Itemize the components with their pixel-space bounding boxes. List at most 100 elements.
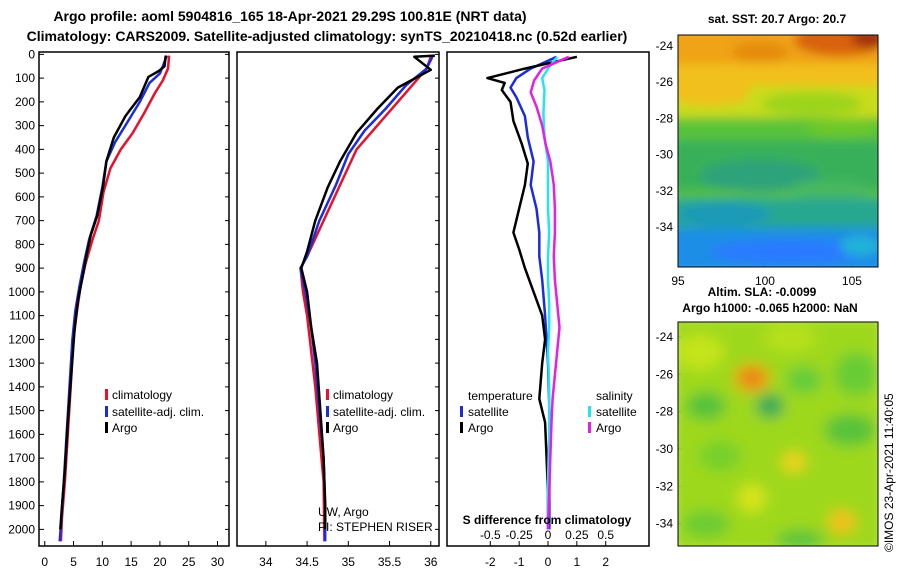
difference-series-group xyxy=(486,55,578,530)
legend-swatch-argo xyxy=(326,422,329,433)
x-tick-label: 30 xyxy=(211,555,225,569)
sla-map-title-1: Altim. SLA: -0.0099 xyxy=(708,285,817,299)
sla-map-image xyxy=(678,322,878,546)
legend-label-temp-satellite: satellite xyxy=(468,405,509,419)
map-y-tick-label: -28 xyxy=(656,111,674,125)
map-x-tick-label: 100 xyxy=(755,274,775,288)
legend-swatch-satellite xyxy=(326,406,329,417)
series-argo xyxy=(300,54,435,530)
legend-swatch-satellite xyxy=(105,406,108,417)
imos-watermark: ©IMOS 23-Apr-2021 11:40:05 xyxy=(882,393,896,552)
legend-label-satellite: satellite-adj. clim. xyxy=(112,405,204,419)
x-tick-label: 36 xyxy=(424,555,438,569)
x-tick-label: 10 xyxy=(96,555,110,569)
sla-map-frame xyxy=(677,321,879,547)
y-tick-label: 1800 xyxy=(8,475,35,489)
map-y-tick-label: -30 xyxy=(656,442,674,456)
x-tick-label: 35.5 xyxy=(378,555,402,569)
map-y-tick-label: -26 xyxy=(656,75,674,89)
legend-label-sal-argo: Argo xyxy=(596,421,622,435)
legend-heading-salinity: salinity xyxy=(596,389,633,403)
y-tick-label: 700 xyxy=(15,214,35,228)
map-y-tick-label: -26 xyxy=(656,367,674,381)
y-tick-label: 2000 xyxy=(8,522,35,536)
sst-map-frame xyxy=(677,34,879,268)
legend-swatch-climatology xyxy=(326,389,329,400)
x-tick-label-salinity: 0 xyxy=(545,528,552,542)
map-x-tick-label: 105 xyxy=(842,274,862,288)
legend-heading-temperature: temperature xyxy=(468,389,533,403)
map-y-tick-label: -34 xyxy=(656,220,674,234)
map-y-tick-label: -24 xyxy=(656,330,674,344)
temperature-legend: climatology satellite-adj. clim. Argo xyxy=(105,388,204,435)
legend-label-sal-satellite: satellite xyxy=(596,405,637,419)
y-tick-label: 1900 xyxy=(8,499,35,513)
sla-map-title-2: Argo h1000: -0.065 h2000: NaN xyxy=(682,301,857,315)
y-tick-label: 100 xyxy=(15,71,35,85)
y-tick-label: 300 xyxy=(15,119,35,133)
y-tick-label: 1000 xyxy=(8,285,35,299)
x-tick-label: 5 xyxy=(70,555,77,569)
x-tick-label: 35 xyxy=(342,555,356,569)
x-tick-label: 34.5 xyxy=(295,555,319,569)
map-y-tick-label: -24 xyxy=(656,39,674,53)
x-tick-label: 25 xyxy=(182,555,196,569)
x-tick-label: 0 xyxy=(545,555,552,569)
x-tick-label: -1 xyxy=(514,555,525,569)
temperature-series-group xyxy=(58,55,171,542)
legend-label-argo: Argo xyxy=(112,421,138,435)
series-salinity-argo xyxy=(529,55,570,530)
y-tick-label: 400 xyxy=(15,142,35,156)
y-tick-label: 1200 xyxy=(8,332,35,346)
map-y-tick-label: -32 xyxy=(656,184,674,198)
y-tick-label: 1400 xyxy=(8,380,35,394)
x-tick-label-salinity: 0.5 xyxy=(597,528,614,542)
x-tick-label: -2 xyxy=(485,555,496,569)
temperature-panel-frame xyxy=(38,51,230,547)
legend-label-temp-argo: Argo xyxy=(468,421,494,435)
map-y-tick-label: -28 xyxy=(656,405,674,419)
x-tick-label-salinity: 0.25 xyxy=(565,528,589,542)
legend-label-satellite: satellite-adj. clim. xyxy=(333,405,425,419)
x-tick-label: 34 xyxy=(259,555,273,569)
legend-swatch-climatology xyxy=(105,389,108,400)
legend-swatch-sal-argo xyxy=(588,422,591,433)
y-tick-label: 1100 xyxy=(9,309,35,323)
legend-swatch-argo xyxy=(105,422,108,433)
legend-label-climatology: climatology xyxy=(112,388,172,402)
y-tick-label: 1500 xyxy=(8,404,35,418)
y-tick-label: 1700 xyxy=(8,451,35,465)
legend-swatch-temp-argo xyxy=(460,422,463,433)
salinity-series-group xyxy=(299,54,435,542)
x-tick-label-salinity: -0.25 xyxy=(505,528,533,542)
figure-title-2: Climatology: CARS2009. Satellite-adjuste… xyxy=(27,28,628,44)
salinity-panel-frame xyxy=(236,51,440,547)
series-satellite-adj-clim- xyxy=(58,55,168,542)
x-tick-label: 15 xyxy=(124,555,138,569)
y-tick-label: 500 xyxy=(15,166,35,180)
pi-annotation-line1: UW, Argo xyxy=(318,505,369,519)
x-tick-label: 20 xyxy=(153,555,167,569)
legend-swatch-sal-satellite xyxy=(588,406,591,417)
salinity-legend: climatology satellite-adj. clim. Argo UW… xyxy=(318,388,433,534)
x-tick-label: 1 xyxy=(574,555,581,569)
map-y-tick-label: -30 xyxy=(656,148,674,162)
legend-label-argo: Argo xyxy=(333,421,359,435)
x-tick-label: 2 xyxy=(602,555,609,569)
y-tick-label: 1300 xyxy=(8,356,35,370)
series-argo xyxy=(59,55,167,530)
difference-legend: temperature salinity satellite Argo sate… xyxy=(460,389,637,527)
series-temperature-argo xyxy=(486,55,578,530)
series-satellite-adj-clim- xyxy=(299,56,434,542)
y-tick-label: 800 xyxy=(15,237,35,251)
sst-map-title: sat. SST: 20.7 Argo: 20.7 xyxy=(708,12,847,26)
map-y-tick-label: -32 xyxy=(656,479,674,493)
figure-title-1: Argo profile: aoml 5904816_165 18-Apr-20… xyxy=(53,8,526,24)
x-tick-label-salinity: -0.5 xyxy=(480,528,501,542)
y-tick-label: 600 xyxy=(15,190,35,204)
legend-label-climatology: climatology xyxy=(333,388,393,402)
sst-map-image xyxy=(678,35,878,267)
x-tick-label: 0 xyxy=(41,555,48,569)
y-tick-label: 0 xyxy=(28,47,35,61)
